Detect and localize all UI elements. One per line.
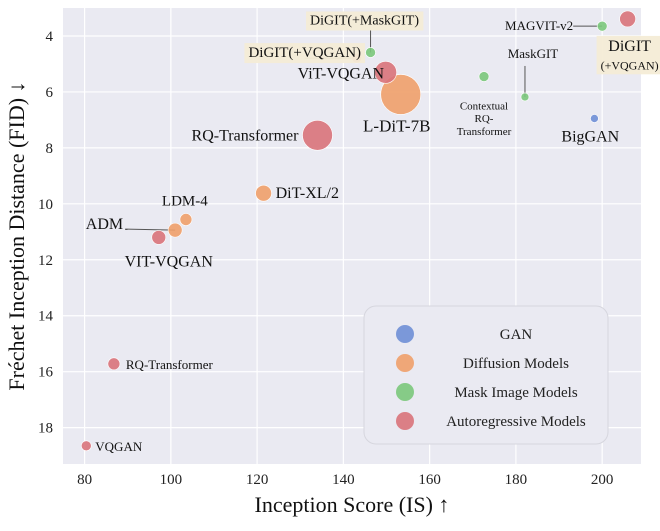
data-point [179, 213, 193, 226]
x-tick-label: 80 [77, 472, 92, 488]
point-label: LDM-4 [162, 193, 208, 209]
y-tick-label: 18 [38, 421, 53, 437]
legend-label: Autoregressive Models [446, 414, 586, 430]
y-tick-label: 6 [46, 85, 54, 101]
x-tick-label: 120 [246, 472, 269, 488]
point-label-line: DiGIT [608, 38, 651, 55]
point-label-line: RQ- [475, 113, 494, 125]
y-tick-label: 4 [46, 29, 54, 45]
point-label: VQGAN [95, 439, 143, 454]
data-point [365, 47, 376, 58]
point-label: MaskGIT [508, 46, 559, 61]
point-label: Contextual RQ-Transformer [457, 101, 512, 138]
point-label: RQ-Transformer [192, 127, 300, 144]
legend-marker [396, 412, 414, 430]
x-axis-title: Inception Score (IS) ↑ [255, 492, 450, 517]
data-points [80, 10, 636, 452]
data-point [302, 119, 333, 151]
point-label: ViT-VQGAN [298, 65, 385, 82]
x-tick-label: 140 [332, 472, 355, 488]
y-tick-label: 10 [38, 197, 53, 213]
legend-label: GAN [500, 327, 533, 343]
data-point [596, 20, 608, 32]
y-tick-label: 12 [38, 253, 53, 269]
point-labels: BigGAN LDM-4 ADM DiT-XL/2 L-DiT-7B MaskGIT Con… [86, 11, 660, 454]
legend-frame [363, 305, 609, 445]
y-axis-title: Fréchet Inception Distance (FID) ↓ [4, 81, 29, 390]
grid [63, 8, 641, 464]
point-label: L-DiT-7B [363, 116, 430, 135]
tick-labels: 80 100 120 140 160 180 200 4 6 8 10 12 14 16 18 [38, 29, 613, 488]
legend-label: Mask Image Models [454, 385, 577, 401]
leader-line [125, 228, 176, 231]
data-point [590, 114, 599, 123]
point-label: BigGAN [561, 129, 619, 146]
point-label: DiT-XL/2 [276, 185, 339, 202]
legend-marker [396, 354, 414, 372]
x-tick-label: 200 [591, 472, 614, 488]
point-label-line: Contextual [460, 101, 508, 113]
point-label: VIT-VQGAN [125, 253, 214, 270]
data-point [255, 184, 272, 202]
point-label: MAGVIT-v2 [505, 18, 573, 33]
x-tick-label: 100 [160, 472, 183, 488]
data-point [478, 71, 490, 82]
point-label: DiGIT(+VQGAN) [248, 45, 361, 61]
data-point [107, 357, 121, 371]
legend-marker [396, 325, 414, 343]
point-label: DiGIT(+MaskGIT) [310, 13, 419, 28]
point-label: ADM [86, 216, 123, 233]
point-label-line: (+VQGAN) [601, 58, 659, 72]
data-point [520, 92, 530, 102]
data-point [619, 10, 636, 28]
y-tick-label: 14 [38, 309, 54, 325]
data-point [80, 440, 92, 452]
legend: GAN Diffusion Models Mask Image Models Auto… [363, 305, 609, 445]
y-tick-label: 8 [46, 141, 54, 157]
y-tick-label: 16 [38, 365, 54, 381]
label-highlight [306, 11, 424, 31]
label-highlight [596, 35, 660, 75]
x-tick-label: 160 [418, 472, 441, 488]
x-tick-label: 180 [505, 472, 528, 488]
point-label: DiGIT (+VQGAN) [601, 38, 659, 72]
data-point [380, 74, 422, 115]
data-point [151, 230, 167, 245]
point-label: RQ-Transformer [126, 357, 214, 372]
legend-marker [396, 383, 414, 401]
point-label-line: Transformer [457, 126, 512, 138]
legend-label: Diffusion Models [463, 356, 569, 372]
data-point [167, 222, 183, 238]
data-point [374, 61, 397, 84]
label-highlight [244, 43, 366, 64]
